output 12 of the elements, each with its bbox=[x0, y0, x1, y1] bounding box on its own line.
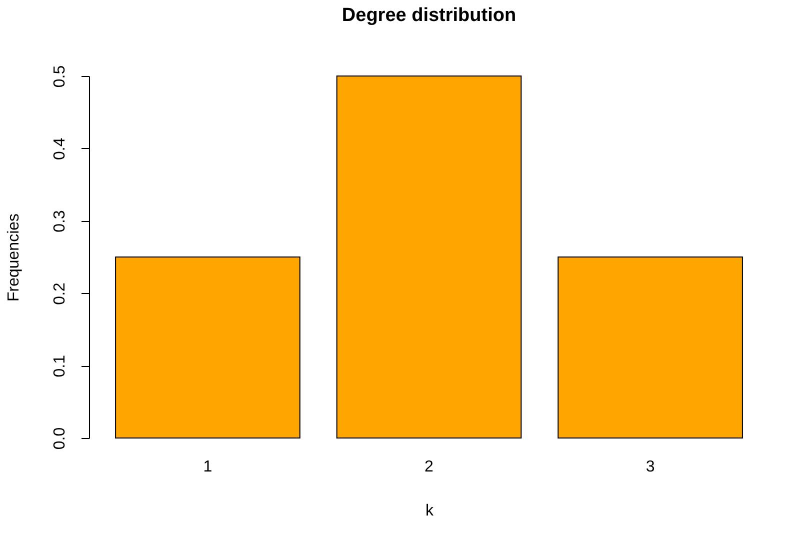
x-tick-label: 1 bbox=[203, 458, 212, 476]
y-tick-label: 0.1 bbox=[52, 354, 68, 378]
y-tick-label: 0.4 bbox=[52, 138, 68, 160]
y-tick-label: 0.2 bbox=[52, 282, 68, 305]
y-axis-title: Frequencies bbox=[6, 213, 22, 302]
x-axis-title: k bbox=[426, 502, 434, 520]
x-tick-label: 2 bbox=[424, 458, 434, 476]
y-tick-label: 0.5 bbox=[52, 65, 68, 88]
y-tick-label: 0.3 bbox=[52, 210, 68, 232]
y-tick-label: 0.0 bbox=[52, 427, 68, 450]
x-tick-label: 3 bbox=[646, 458, 655, 476]
chart-title: Degree distribution bbox=[342, 4, 516, 26]
